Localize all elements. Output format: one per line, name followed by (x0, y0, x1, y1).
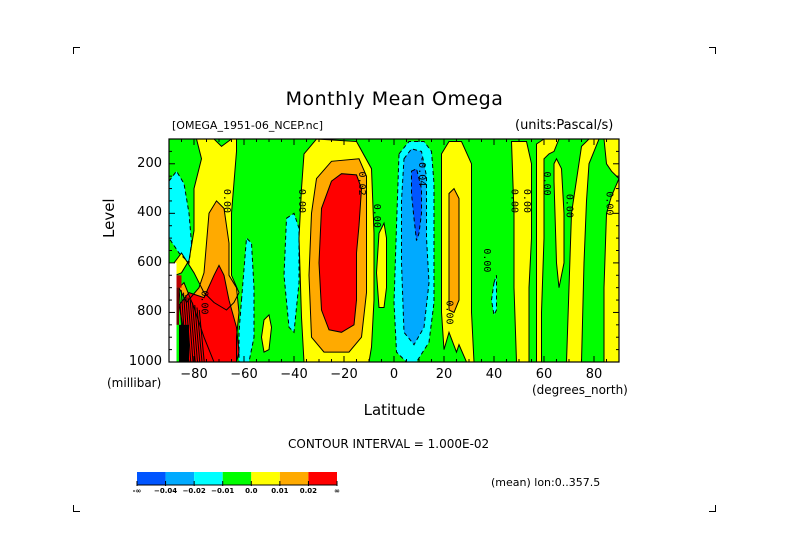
step-fill (176, 275, 182, 288)
contour-fill-sh-midlat-yellow-small (261, 314, 272, 353)
x-tick-label: 60 (535, 367, 553, 382)
x-tick-label: −20 (330, 367, 358, 382)
contour-label: 0.00 (221, 189, 232, 213)
contour-line-sh-midlat-cyan-1 (238, 236, 255, 363)
colorbar (136, 472, 338, 486)
colorbar-swatch (137, 472, 166, 485)
x-tick-label: −40 (280, 367, 308, 382)
contour-label: 0.00 (509, 189, 520, 213)
contour-fill-nh-subtrop-orange (449, 188, 459, 313)
contour-fill-sh-subtrop-red (319, 173, 362, 333)
x-axis-label: Latitude (363, 401, 426, 419)
colorbar-label: −0.02 (182, 487, 206, 495)
colorbar-swatch (194, 472, 223, 485)
contour-line-nh-yellow-3 (553, 157, 565, 288)
colorbar-swatch (165, 472, 195, 485)
contour-fill-eq-west-yellow (376, 223, 387, 308)
colorbar-swatch (222, 472, 252, 485)
colorbar-swatch (251, 472, 280, 485)
averaging-note: (mean) lon:0..357.5 (491, 476, 601, 489)
x-tick-label: −60 (230, 367, 258, 382)
contour-line-eq-west-yellow (375, 221, 387, 308)
contour-labels: 0.000.000.000.020.00-0.040.000.000.00 0.0… (199, 156, 615, 324)
dense-contour-line (187, 297, 194, 363)
contour-line-eq-blue (411, 167, 422, 241)
contour-label: 0.00 (371, 204, 382, 228)
x-axis-units: (degrees_north) (532, 383, 628, 397)
contour-label: 0.00 (481, 248, 492, 272)
x-tick-label: 0 (389, 367, 399, 382)
contour-fill-sh-polar-red (179, 265, 239, 362)
contour-fill-eq-lightblue (401, 148, 429, 345)
colorbar-label: 0.01 (271, 487, 289, 495)
contour-line-nh-subtrop-orange (448, 187, 460, 314)
contour-label: 0.00 (199, 290, 210, 314)
contour-line-nh-yellow-1 (510, 141, 532, 363)
contour-label: 0.00 (521, 189, 532, 213)
colorbar-label: 0.0 (245, 487, 258, 495)
contour-label: 0.00 (444, 300, 455, 324)
contour-line-eq-cyan (393, 141, 435, 363)
axis-ticks (168, 138, 620, 363)
colorbar-label: -∞ (132, 487, 142, 495)
contour-fill-eq-blue (411, 168, 422, 241)
colorbar-swatch (308, 472, 337, 485)
contour-line-sh-subtrop-orange (308, 158, 367, 353)
x-tick-label: −80 (180, 367, 208, 382)
corner-mark-bottom-right (709, 505, 716, 512)
contour-label: 0.02 (356, 172, 367, 196)
contour-label: 0.00 (296, 189, 307, 213)
corner-mark-bottom-left (73, 505, 80, 512)
corner-mark-top-left (73, 47, 80, 54)
x-tick-label: 20 (435, 367, 453, 382)
dense-contour-line (192, 302, 198, 363)
dataset-filename: [OMEGA_1951-06_NCEP.nc] (172, 119, 323, 132)
step-fill (176, 287, 179, 325)
y-axis-label: Level (100, 198, 118, 238)
y-tick-label: 200 (137, 155, 162, 171)
contour-fill-sh-midlat-cyan-2 (284, 213, 299, 333)
colorbar-label: ∞ (334, 487, 340, 495)
contour-fill-nh-polar-yellow (604, 139, 619, 362)
y-tick-label: 400 (137, 205, 162, 221)
y-tick-label: 1000 (128, 354, 162, 369)
contour-fill-nh-yellow-2 (536, 139, 559, 362)
contour-fill-sh-polar-cyan-upper (169, 171, 192, 263)
contour-line-sh-subtrop-red (318, 173, 363, 333)
colorbar-swatch (279, 472, 309, 485)
step-fill (179, 324, 189, 362)
dense-contour-line (189, 300, 196, 363)
contour-fill-sh-midlat-cyan-1 (239, 238, 254, 362)
y-axis-units: (millibar) (107, 376, 162, 390)
contour-label: -0.04 (416, 156, 427, 186)
contour-line-eq-lightblue (401, 148, 430, 346)
chart-title: Monthly Mean Omega (285, 88, 504, 110)
contour-label: 0.00 (541, 172, 552, 196)
y-tick-label: 600 (137, 254, 162, 270)
colorbar-label: 0.02 (299, 487, 318, 495)
contour-label: 0.00 (604, 191, 615, 215)
colorbar-label: −0.04 (153, 487, 178, 495)
contour-fill-nh-yellow-1 (511, 141, 532, 362)
contour-line-nh-midlat-cyan-small (490, 275, 497, 317)
x-tick-label: 40 (485, 367, 503, 382)
dense-contour-line (196, 307, 203, 363)
dense-contour-line (194, 304, 201, 363)
dense-contour-line (198, 309, 205, 363)
x-tick-label: 80 (585, 367, 603, 382)
contour-line-sh-midlat-yellow-small (260, 313, 273, 353)
colorbar-label: −0.01 (211, 487, 235, 495)
y-tick-label: 800 (137, 304, 162, 320)
corner-mark-top-right (709, 47, 716, 54)
contour-interval-text: CONTOUR INTERVAL = 1.000E-02 (288, 437, 490, 451)
units-label: (units:Pascal/s) (515, 118, 614, 133)
contour-label: 0.00 (564, 194, 575, 218)
